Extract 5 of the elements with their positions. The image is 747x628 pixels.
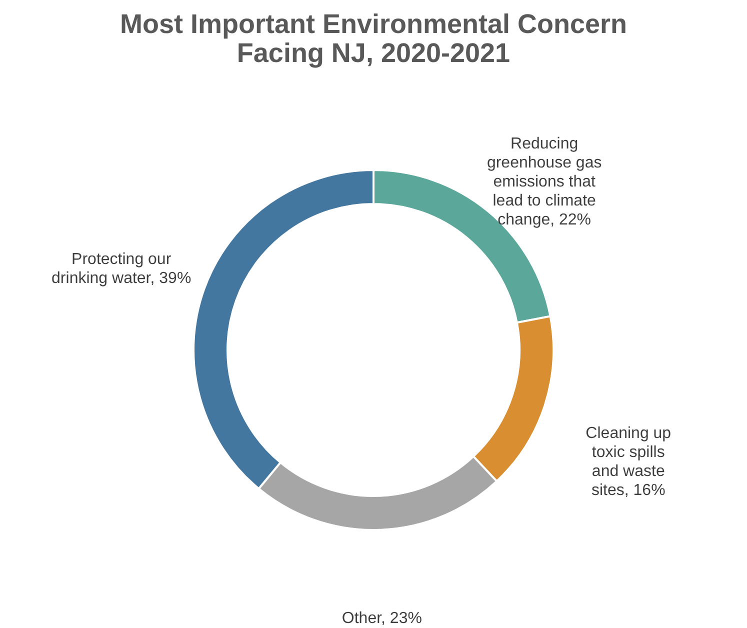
slice-label: Cleaning up toxic spills and waste sites, 16% [586, 424, 672, 499]
chart-title: Most Important Environmental Concern Facing NJ, 2020-2021 [120, 9, 628, 68]
slice-label: Protecting our drinking water, 39% [52, 251, 192, 288]
slice-label: Reducing greenhouse gas emissions that lead to climate change, 22% [486, 136, 602, 228]
slice-label: Other, 23% [342, 610, 422, 627]
